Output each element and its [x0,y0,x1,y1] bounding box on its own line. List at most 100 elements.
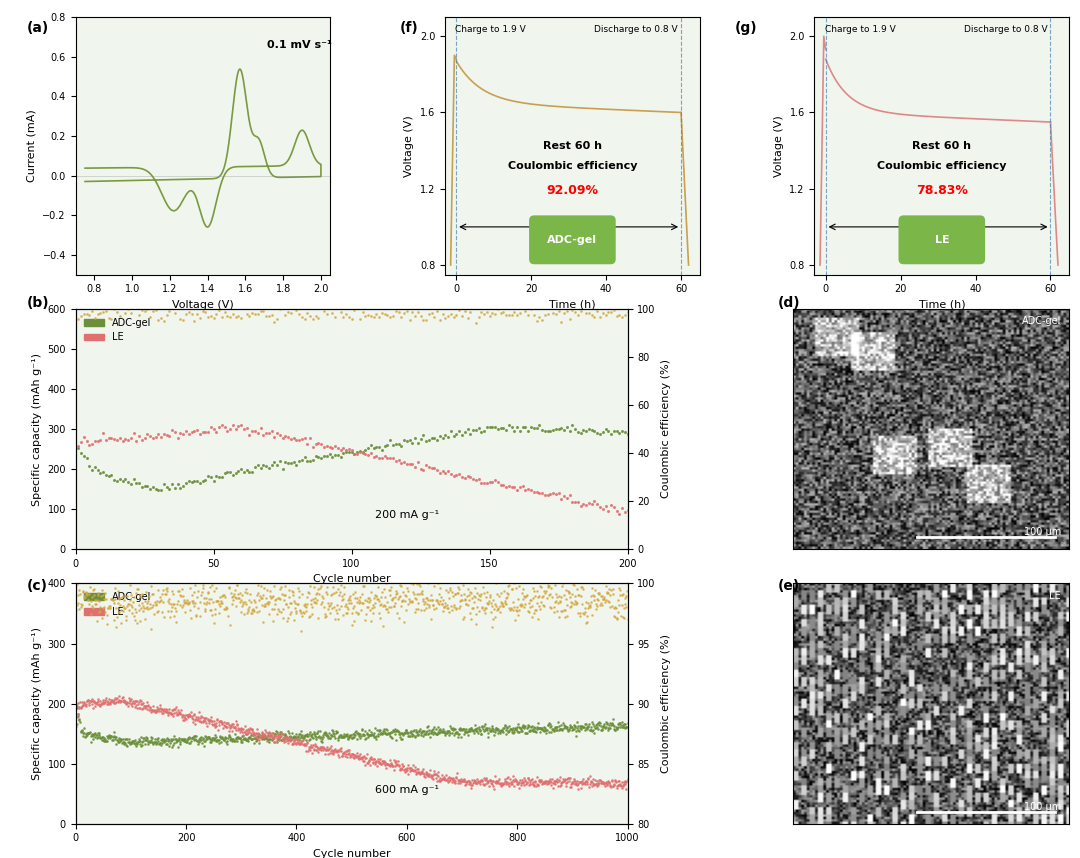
Point [260,729,278,743]
Point [207,716,225,729]
Point [557,779,575,793]
Point [420,728,437,741]
Point [363,727,380,740]
Point [433,725,450,739]
Point [219,608,237,622]
Point [172,737,189,751]
Point [396,725,414,739]
Point [322,728,339,742]
Point [272,733,289,746]
Point [346,752,363,765]
Point [296,739,313,752]
Point [195,710,213,724]
Point [526,774,543,788]
Point [456,772,473,786]
Point [349,726,366,740]
Point [379,758,396,771]
Point [211,734,228,747]
Point [272,593,289,607]
Point [126,613,144,626]
Point [152,704,170,718]
Point [519,483,537,497]
Point [537,584,554,598]
Point [337,747,354,761]
Point [609,778,626,792]
Point [339,594,356,607]
Point [499,579,516,593]
Point [599,595,617,608]
Point [163,733,180,746]
Point [176,713,193,727]
Point [336,746,353,760]
Point [377,728,394,741]
Point [271,725,288,739]
Point [603,781,620,795]
Point [473,425,490,438]
Point [279,611,296,625]
Point [137,601,154,615]
Point [550,304,567,317]
Point [571,775,589,789]
Point [245,728,262,741]
Point [480,730,497,744]
Point [135,604,152,618]
Point [608,424,625,438]
Point [324,450,341,463]
Point [417,727,434,740]
Point [423,594,441,607]
Point [325,600,342,613]
Point [241,731,258,745]
Point [335,608,352,622]
Point [146,734,163,748]
Point [97,734,114,747]
Point [117,472,134,486]
Point [610,717,627,731]
Point [105,593,122,607]
Point [225,419,242,432]
Point [229,578,246,592]
Point [548,775,565,789]
Point [539,774,556,788]
Point [135,731,152,745]
Point [422,612,440,625]
Point [75,584,92,598]
Point [589,779,606,793]
Point [217,601,234,615]
Point [389,724,406,738]
Point [158,738,175,752]
Point [503,420,521,434]
Point [87,728,105,741]
Point [116,601,133,615]
Point [576,776,593,789]
Point [335,747,352,761]
Point [225,593,242,607]
Point [199,719,216,733]
Point [431,773,448,787]
Point [605,722,622,736]
Point [147,573,164,587]
Point [394,732,411,746]
Point [519,424,537,438]
Point [549,720,566,734]
Point [558,492,576,505]
Point [537,586,554,600]
Point [306,595,323,609]
Point [569,596,586,610]
Point [160,596,177,610]
Point [104,733,121,746]
Point [402,764,419,777]
Point [104,571,121,585]
Point [170,733,187,746]
Point [271,729,288,743]
Point [163,704,180,717]
Point [90,728,107,742]
Point [594,425,611,438]
Point [554,771,571,785]
Point [566,589,583,603]
Point [111,694,129,708]
Point [612,718,630,732]
Point [339,731,356,745]
Point [569,723,586,737]
Point [202,714,219,728]
Point [541,721,558,734]
